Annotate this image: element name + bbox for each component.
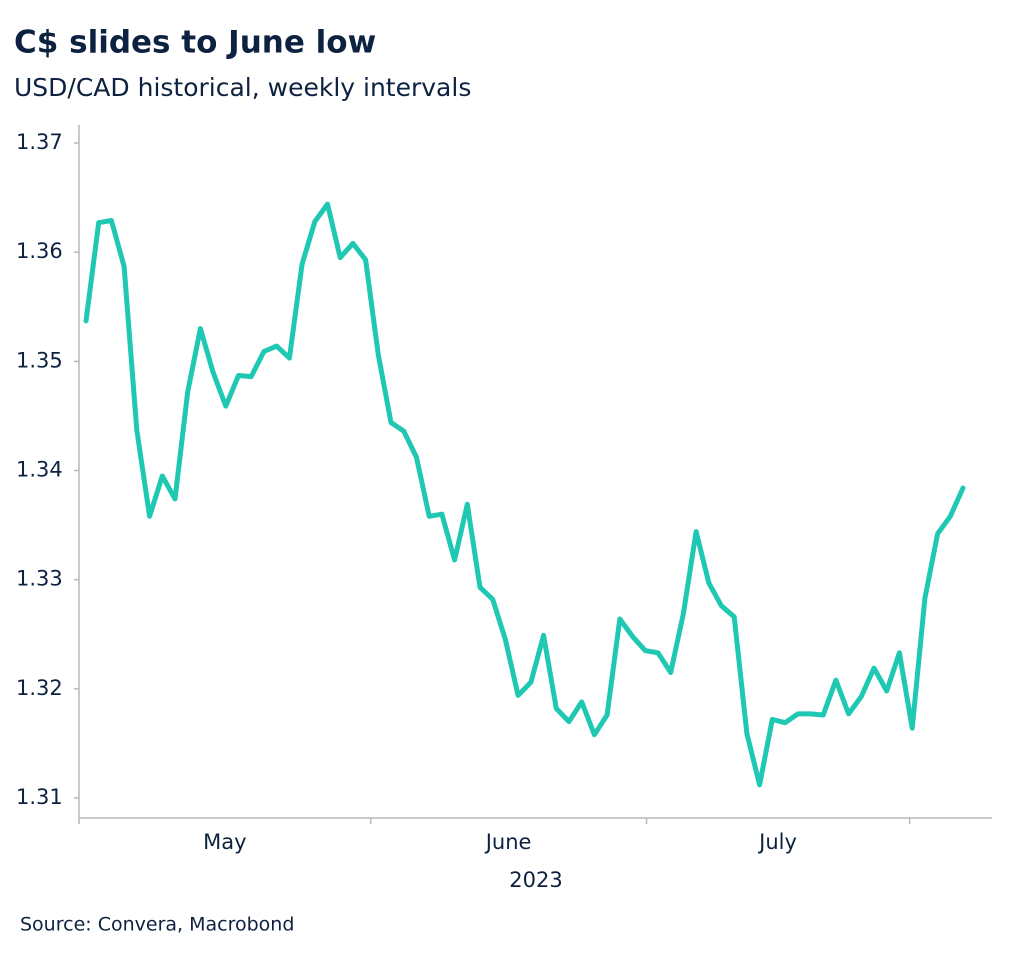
y-tick-label: 1.33 <box>16 567 63 591</box>
y-tick-label: 1.32 <box>16 676 63 700</box>
y-tick-label: 1.34 <box>16 458 63 482</box>
year-label: 2023 <box>509 868 562 892</box>
data-line <box>83 201 966 788</box>
x-tick-label: May <box>203 830 246 854</box>
source-note: Source: Convera, Macrobond <box>20 914 294 936</box>
chart-title: C$ slides to June low <box>14 25 376 61</box>
chart-subtitle: USD/CAD historical, weekly intervals <box>14 73 471 102</box>
x-tick-label: July <box>757 830 797 854</box>
y-tick-label: 1.36 <box>16 239 63 263</box>
y-tick-label: 1.37 <box>16 130 63 154</box>
y-tick-label: 1.31 <box>16 785 63 809</box>
y-tick-label: 1.35 <box>16 348 63 372</box>
x-tick-label: June <box>484 830 532 854</box>
